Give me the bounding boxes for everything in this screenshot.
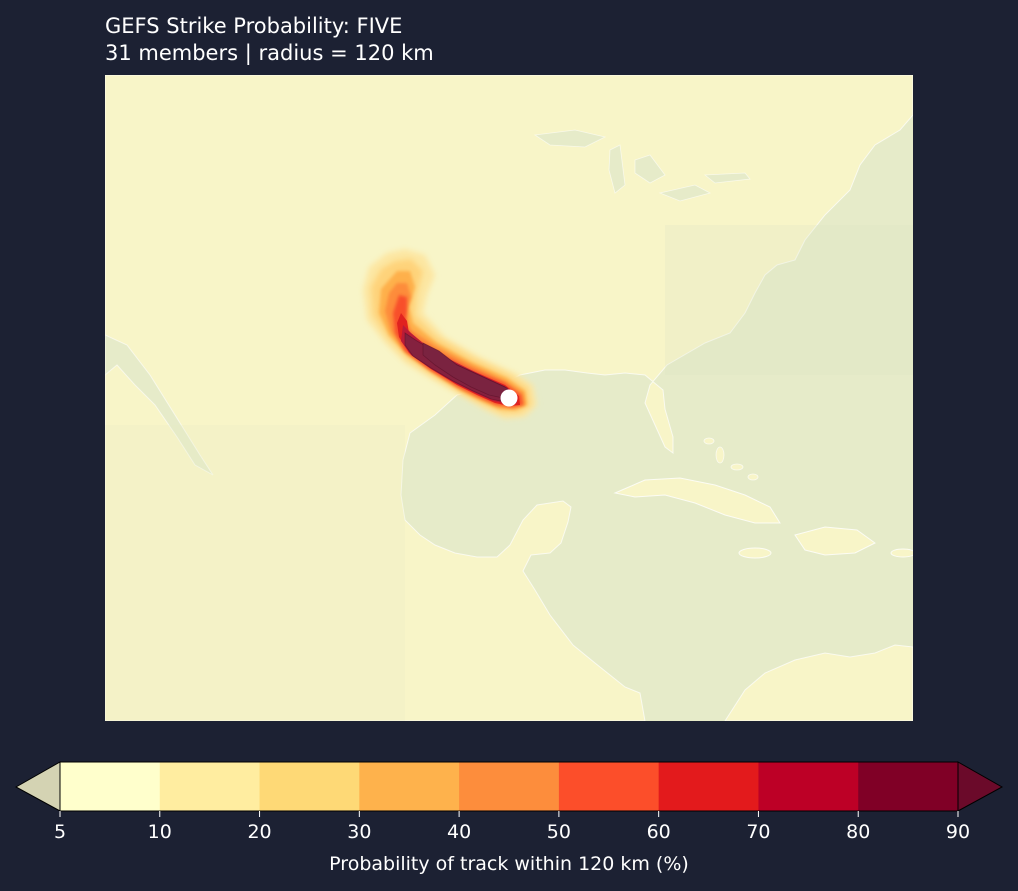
colorbar-tick-label: 5 bbox=[54, 821, 66, 843]
colorbar-tick-label: 50 bbox=[547, 821, 571, 843]
south-america-land bbox=[724, 644, 913, 721]
colorbar-bin bbox=[159, 762, 261, 811]
colorbar-tick-label: 60 bbox=[647, 821, 671, 843]
colorbar-bin bbox=[658, 762, 759, 811]
cuba-land bbox=[613, 477, 781, 524]
colorbar-bin bbox=[558, 762, 660, 811]
colorbar: 5 10 20 30 40 50 60 70 80 90 bbox=[14, 761, 1004, 843]
colorbar-label: Probability of track within 120 km (%) bbox=[329, 853, 689, 875]
colorbar-tick-label: 10 bbox=[148, 821, 172, 843]
colorbar-bin bbox=[459, 762, 560, 811]
colorbar-tick-label: 70 bbox=[746, 821, 770, 843]
colorbar-outline bbox=[59, 761, 959, 812]
puerto-rico-land bbox=[890, 548, 913, 558]
map-subtitle: 31 members | radius = 120 km bbox=[105, 41, 434, 65]
colorbar-tick-label: 40 bbox=[447, 821, 471, 843]
colorbar-over-triangle bbox=[957, 761, 1004, 812]
colorbar-bin bbox=[259, 762, 360, 811]
storm-position-marker bbox=[500, 389, 518, 407]
map-title: GEFS Strike Probability: FIVE bbox=[105, 14, 403, 38]
colorbar-tick-label: 80 bbox=[846, 821, 870, 843]
colorbar-under-triangle bbox=[14, 761, 61, 812]
colorbar-ticks: 5 10 20 30 40 50 60 70 80 90 bbox=[54, 811, 970, 843]
prob-contour-40 bbox=[385, 283, 525, 408]
hispaniola-land bbox=[794, 526, 876, 556]
colorbar-bin bbox=[60, 762, 161, 811]
colorbar-tick-label: 30 bbox=[347, 821, 371, 843]
bahamas-islands bbox=[703, 437, 759, 481]
great-lakes bbox=[533, 129, 751, 202]
colorbar-tick-label: 90 bbox=[946, 821, 970, 843]
colorbar-bins bbox=[60, 762, 959, 811]
strike-probability-swath bbox=[363, 249, 537, 419]
colorbar-bin bbox=[359, 762, 460, 811]
colorbar-bin bbox=[858, 762, 959, 811]
colorbar-bin bbox=[758, 762, 859, 811]
terrain-shading bbox=[105, 225, 913, 721]
probability-map bbox=[105, 75, 913, 721]
gulf-of-california bbox=[105, 334, 214, 476]
jamaica-land bbox=[738, 547, 772, 559]
map-svg bbox=[105, 75, 913, 721]
colorbar-tick-label: 20 bbox=[247, 821, 271, 843]
